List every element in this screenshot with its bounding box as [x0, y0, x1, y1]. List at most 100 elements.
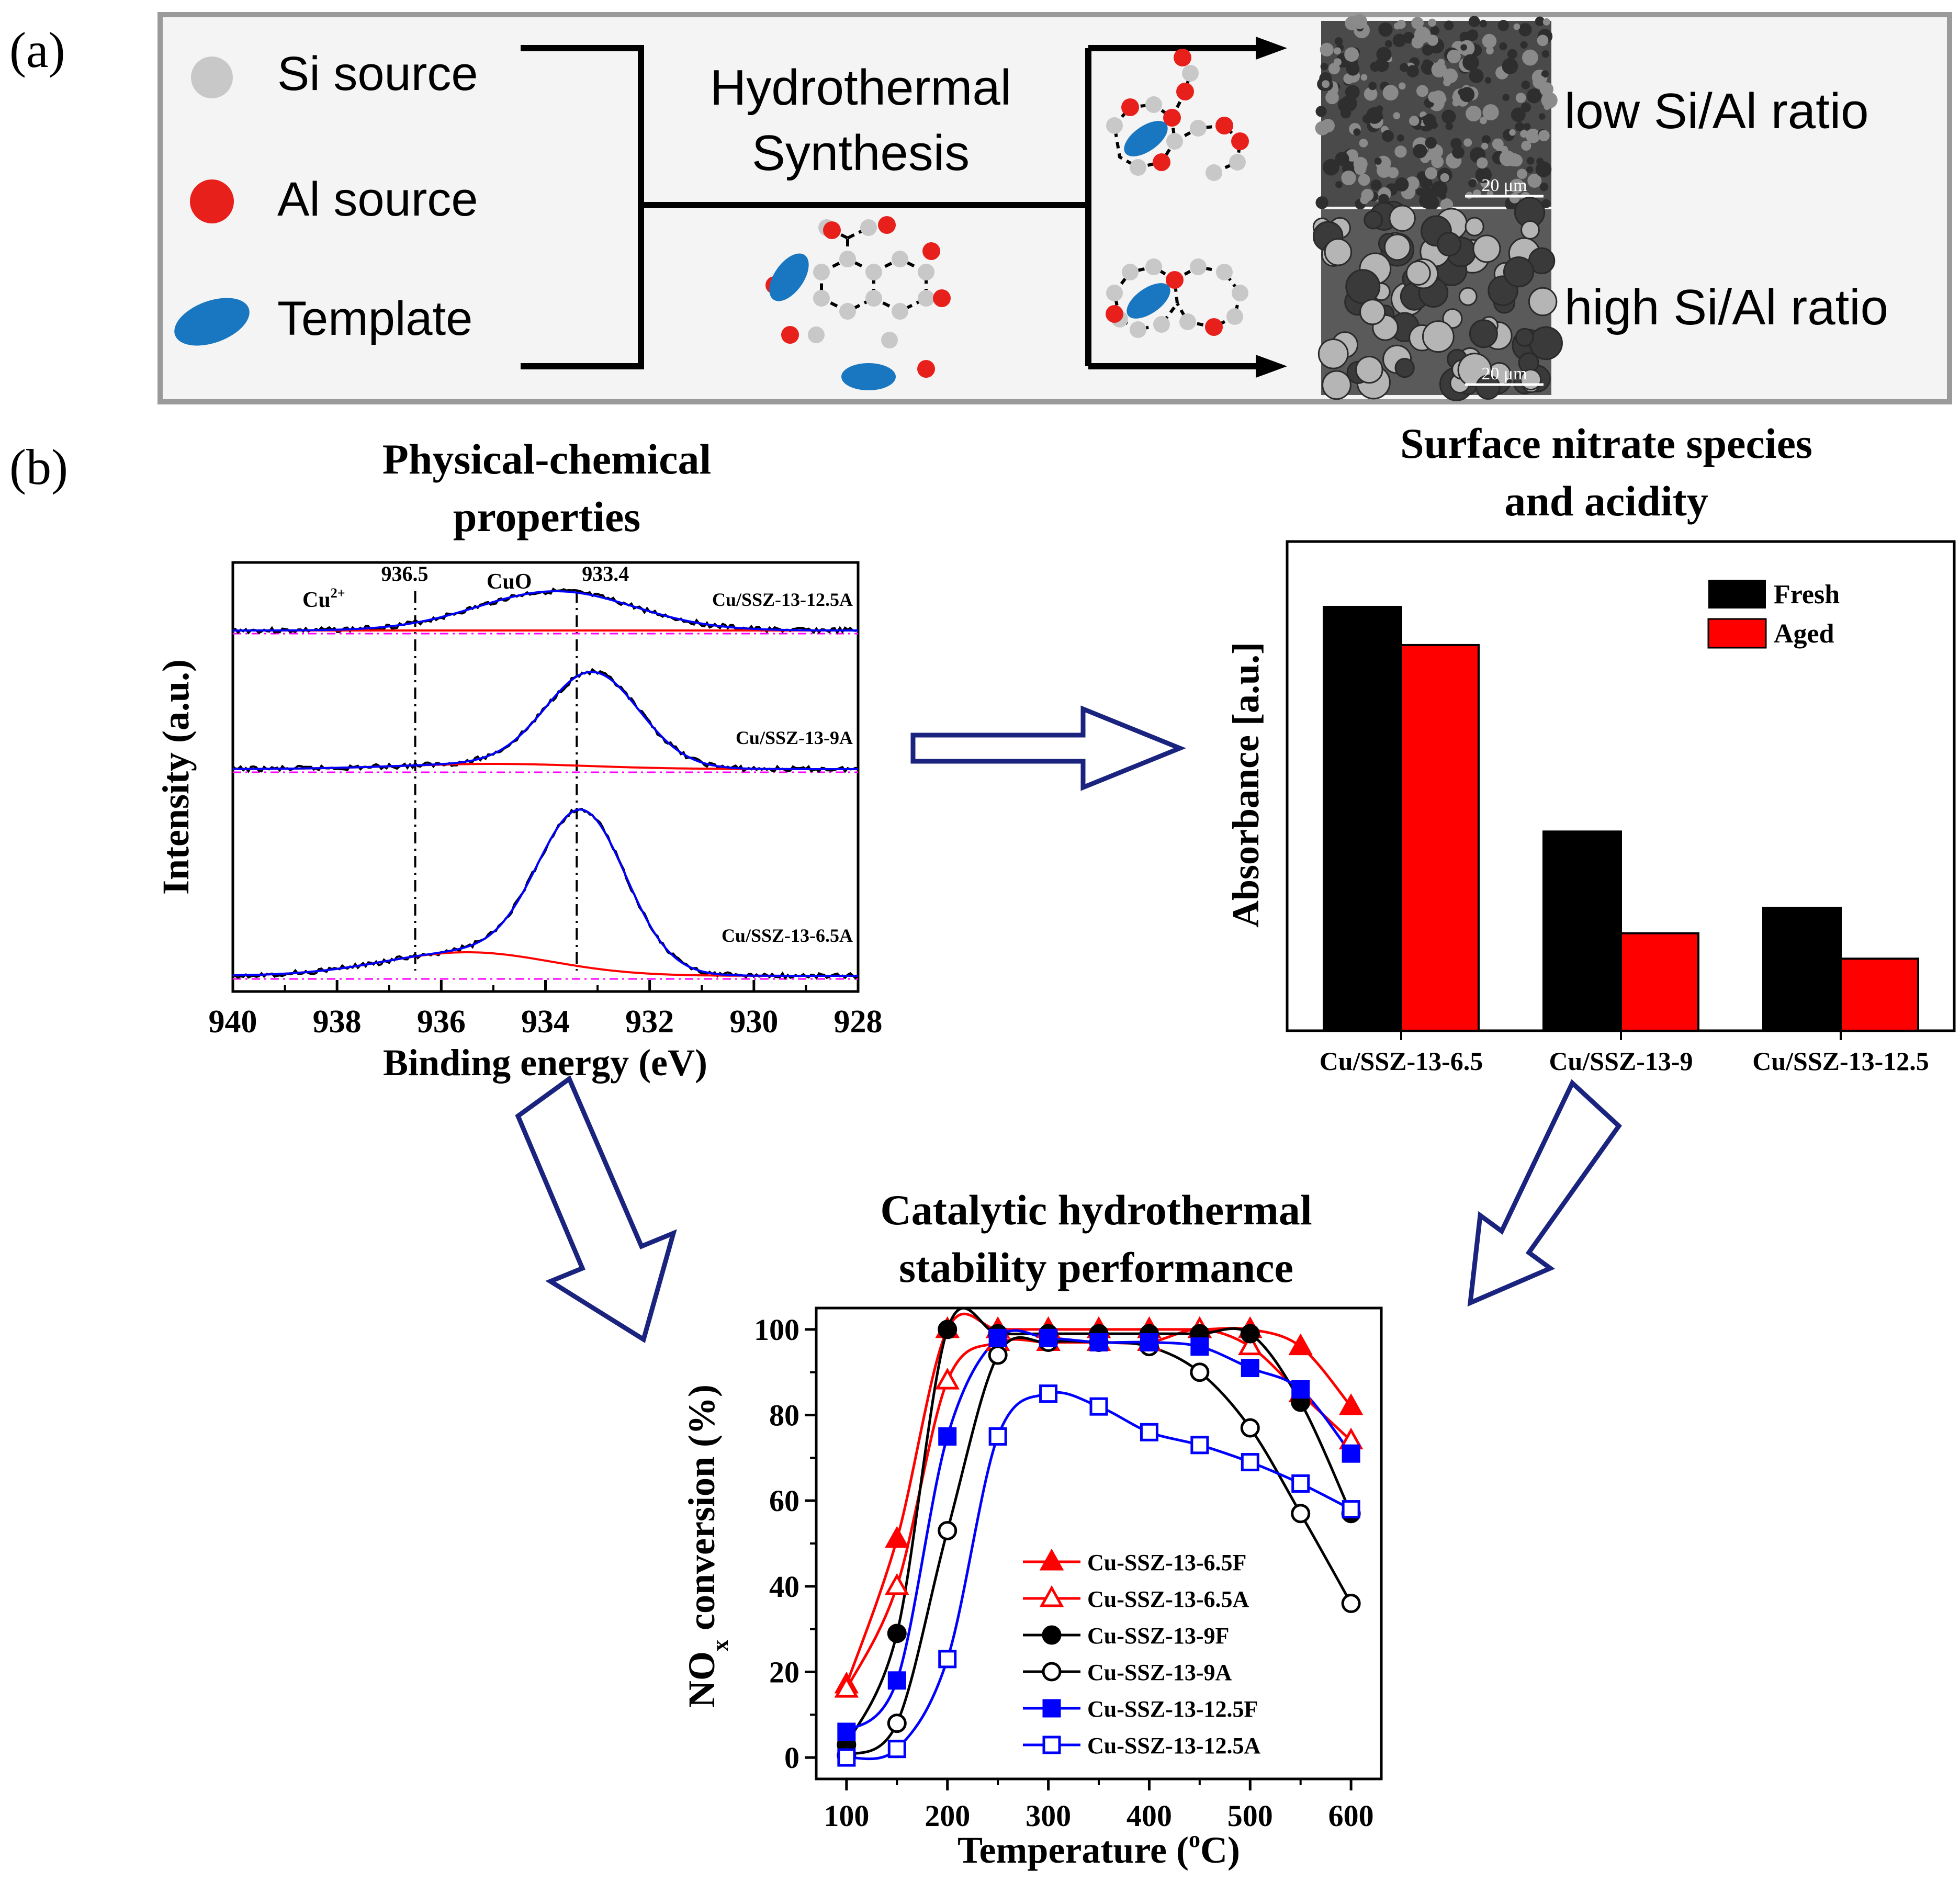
nox-ytick-label: 100	[754, 1313, 799, 1347]
sem-grain	[1393, 112, 1401, 119]
sem-grain	[1538, 113, 1546, 120]
sem-crystal	[1359, 299, 1386, 325]
nox-point	[1240, 1418, 1260, 1438]
sem-crystal	[1520, 220, 1540, 240]
template-marker	[174, 298, 250, 346]
xps-xlabel: Binding energy (eV)	[383, 1042, 707, 1084]
sem-grain	[1320, 42, 1334, 57]
bar-legend-swatch-aged	[1707, 618, 1767, 649]
nox-ytick-label: 20	[769, 1655, 799, 1689]
sem-grain	[1345, 85, 1360, 100]
sem-grain	[1344, 47, 1359, 62]
nox-legend-marker	[1039, 1585, 1064, 1607]
sem-crystal	[1383, 233, 1411, 261]
sem-grain	[1398, 82, 1406, 90]
bar-aged-1	[1620, 932, 1699, 1032]
nox-point	[1190, 1362, 1210, 1382]
sem-grain	[1484, 77, 1492, 84]
bar-category-label: Cu/SSZ-13-9	[1549, 1046, 1693, 1076]
sem-crystal	[1528, 287, 1558, 317]
nox-point	[837, 1748, 856, 1767]
nox-point	[1089, 1333, 1108, 1351]
sem-grain	[1539, 182, 1549, 191]
nox-xtick-label: 600	[1328, 1799, 1374, 1833]
sem-grain	[1335, 181, 1343, 188]
sem-crystal	[1436, 232, 1462, 257]
absorbance-chart: Surface nitrate species and acidity Cu/S…	[1225, 420, 1956, 1076]
xps-title-line1: Physical-chemical	[382, 435, 712, 483]
xps-xtick-label: 928	[834, 1004, 883, 1040]
sem-grain	[1315, 106, 1327, 117]
nox-series-line	[846, 1329, 1353, 1733]
sem-grain	[1431, 62, 1447, 78]
sem-grain	[1345, 16, 1359, 30]
sem-grain	[1482, 104, 1499, 121]
sem-grain	[1544, 103, 1550, 110]
sem-grain	[1315, 196, 1328, 209]
nox-point	[1288, 1333, 1313, 1356]
nox-point	[1089, 1397, 1108, 1416]
nox-point	[935, 1367, 960, 1390]
sem-grain	[1468, 179, 1477, 188]
sem-grain	[1431, 155, 1444, 168]
sem-grain	[1341, 170, 1356, 186]
sem-grain	[1441, 109, 1456, 124]
arrow-down-right	[1467, 1079, 1622, 1307]
nox-point	[1140, 1333, 1158, 1351]
nox-point	[1240, 1324, 1260, 1344]
nox-ylabel: NOx conversion (%)	[681, 1384, 733, 1708]
panel-a-label: (a)	[9, 22, 65, 78]
xps-species-cu2: Cu2+	[302, 585, 345, 612]
si-source-marker	[191, 57, 233, 98]
xps-xtick-label: 934	[521, 1004, 570, 1040]
nox-point	[1342, 1444, 1360, 1463]
sem-grain	[1526, 166, 1534, 173]
sem-crystal	[1422, 320, 1455, 353]
sem-grain	[1394, 145, 1407, 158]
sem-grain	[1475, 166, 1492, 184]
sem-grain	[1459, 87, 1475, 103]
sem-grain	[1335, 152, 1349, 166]
sem-grain	[1428, 91, 1439, 103]
nox-point	[938, 1520, 958, 1540]
sem-crystal	[1355, 355, 1383, 384]
sem-grain	[1431, 181, 1448, 197]
sem-grain	[1521, 80, 1530, 89]
nox-xtick-label: 100	[824, 1799, 869, 1833]
sem-grain	[1422, 59, 1432, 68]
sem-grain	[1420, 186, 1434, 200]
sem-crystal	[1475, 375, 1501, 400]
sem-grain	[1359, 139, 1368, 148]
xps-chart: Physical-chemical properties 936.5 933.4 …	[155, 435, 883, 1084]
nox-xtick-label: 500	[1227, 1799, 1273, 1833]
precursor-cluster	[765, 216, 951, 390]
sem-grain	[1315, 121, 1330, 136]
nox-point	[1291, 1504, 1311, 1524]
sem-grain	[1377, 163, 1392, 178]
bar-ylabel: Absorbance [a.u.]	[1225, 642, 1267, 928]
sem-crystal	[1317, 338, 1349, 369]
sem-grain	[1513, 23, 1520, 30]
sem-grain	[1520, 41, 1528, 49]
sem-grain	[1452, 146, 1465, 159]
sem-grain	[1526, 156, 1535, 165]
sem-grain	[1535, 16, 1545, 26]
sem-crystal	[1515, 328, 1534, 347]
xps-title-line2: properties	[453, 493, 640, 540]
si-source-label: Si source	[277, 47, 478, 100]
sem-grain	[1396, 134, 1404, 142]
nox-ytick-label: 0	[784, 1741, 799, 1775]
sem-crystal	[1389, 205, 1416, 232]
sem-grain	[1392, 33, 1406, 48]
nox-xlabel: Temperature (oC)	[958, 1827, 1240, 1871]
sem-grain	[1509, 129, 1516, 136]
sem-grain	[1378, 22, 1393, 37]
sem-grain	[1358, 174, 1370, 186]
bar-aged-0	[1400, 644, 1480, 1032]
al-source-label: Al source	[277, 173, 478, 226]
nox-point	[1039, 1384, 1058, 1403]
sem-grain	[1423, 114, 1437, 127]
sem-grain	[1522, 49, 1538, 66]
nox-point	[885, 1526, 909, 1548]
xps-cuo-fit	[233, 808, 858, 977]
